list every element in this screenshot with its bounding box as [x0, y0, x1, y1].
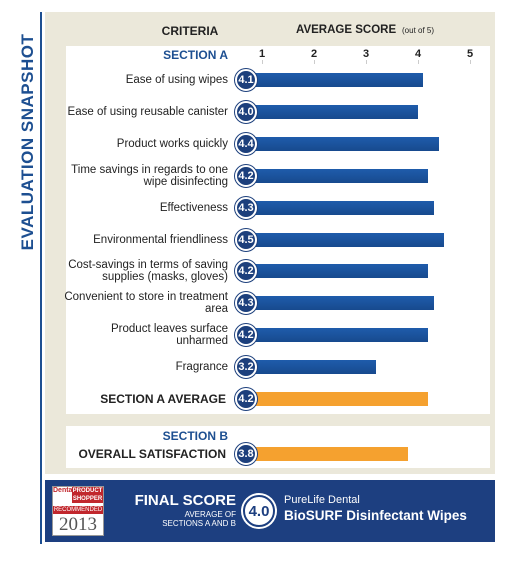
- badge-status: RECOMMENDED: [53, 506, 103, 514]
- tick-mark: [314, 60, 315, 64]
- bar: [246, 360, 377, 375]
- category-label: Effectiveness: [159, 201, 228, 214]
- value-circle: 3.2: [235, 356, 257, 379]
- value-circle: 4.2: [235, 324, 257, 347]
- bar: [246, 168, 429, 183]
- category-label: Product leaves surface unharmed: [111, 323, 228, 348]
- final-subtitle: AVERAGE OF SECTIONS A AND B: [162, 510, 236, 528]
- value-circle: 4.0: [235, 100, 257, 123]
- average-label: OVERALL SATISFACTION: [78, 447, 226, 461]
- bar: [246, 328, 429, 343]
- product: BioSURF Disinfectant Wipes: [284, 508, 467, 523]
- value-circle: 4.2: [235, 164, 257, 187]
- x-tick-label: 4: [414, 48, 422, 60]
- final-score: 4.0: [243, 495, 275, 527]
- value-circle: 4.3: [235, 196, 257, 219]
- score-header-note: (out of 5): [402, 26, 435, 35]
- value-circle: 4.1: [235, 69, 257, 91]
- bar: [246, 200, 434, 215]
- bar: [246, 447, 408, 461]
- section-title-bg: [148, 48, 232, 63]
- section-a-panel: [66, 46, 490, 414]
- side-rule: [40, 12, 42, 544]
- badge-year: 2013: [59, 514, 97, 535]
- section-title-bg: [148, 429, 232, 444]
- tick-mark: [366, 60, 367, 64]
- tick-mark: [470, 60, 471, 64]
- category-label: Environmental friendliness: [93, 233, 228, 246]
- criteria-header: CRITERIA: [161, 24, 219, 38]
- average-label: SECTION A AVERAGE: [100, 392, 226, 406]
- section-title: SECTION A: [163, 48, 228, 62]
- bar: [246, 392, 429, 406]
- badge-name: PRODUCT SHOPPER: [72, 487, 103, 503]
- category-label: Product works quickly: [116, 137, 228, 150]
- tick-mark: [262, 60, 263, 64]
- x-tick-label: 1: [258, 48, 266, 60]
- value-circle: 4.4: [235, 132, 257, 155]
- tick-mark: [418, 60, 419, 64]
- value-circle: 3.8: [235, 443, 257, 465]
- x-tick-label: 5: [466, 48, 474, 60]
- score-header: AVERAGE SCORE: [296, 24, 397, 36]
- value-circle: 4.3: [235, 292, 257, 315]
- bar: [246, 104, 418, 119]
- bar: [246, 296, 434, 311]
- category-label: Time savings in regards to one wipe disi…: [71, 163, 228, 188]
- category-label: Ease of using wipes: [125, 74, 228, 86]
- side-title: EVALUATION SNAPSHOT: [18, 33, 37, 251]
- brand: PureLife Dental: [284, 494, 360, 506]
- value-circle: 4.2: [235, 260, 257, 283]
- bar: [246, 232, 444, 247]
- category-label: Cost-savings in terms of saving supplies…: [68, 259, 228, 284]
- x-tick-label: 3: [362, 48, 370, 60]
- category-label: Fragrance: [175, 361, 228, 374]
- final-title: FINAL SCORE: [134, 492, 236, 509]
- bar: [246, 73, 424, 87]
- value-circle: 4.2: [235, 388, 257, 410]
- bar: [246, 264, 429, 279]
- category-label: Ease of using reusable canister: [67, 105, 228, 118]
- category-label: Convenient to store in treatment area: [64, 291, 228, 316]
- x-tick-label: 2: [310, 48, 318, 60]
- section-title: SECTION B: [162, 429, 228, 443]
- value-circle: 4.5: [235, 228, 257, 251]
- bar: [246, 136, 439, 151]
- badge-brand: Dental: [53, 487, 75, 494]
